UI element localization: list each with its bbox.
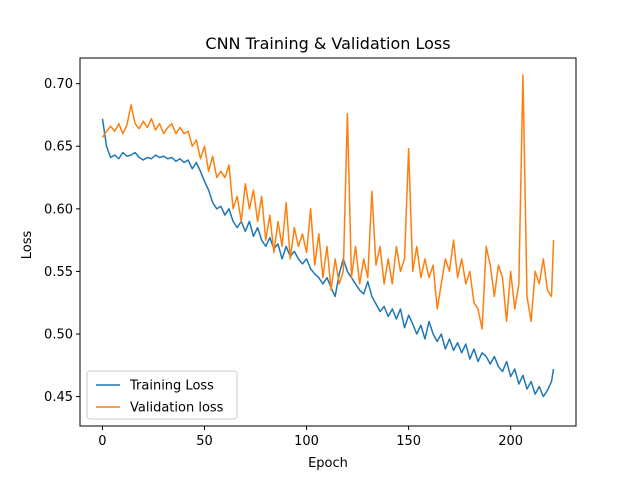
x-axis-ticks: 0 50 100 150 200: [98, 426, 523, 449]
y-tick-label: 0.55: [44, 265, 73, 280]
legend-box: [86, 370, 238, 420]
series-line-validation-loss: [101, 74, 555, 330]
y-tick-label: 0.50: [44, 328, 73, 343]
legend-label: Training Loss: [129, 379, 214, 394]
x-tick-label: 0: [98, 434, 106, 449]
chart-title: CNN Training & Validation Loss: [205, 34, 450, 53]
legend-label: Validation loss: [130, 401, 224, 416]
x-tick-label: 100: [294, 434, 319, 449]
y-tick-label: 0.45: [44, 390, 73, 405]
y-axis-label: Loss: [20, 231, 35, 260]
x-tick-label: 200: [498, 434, 523, 449]
y-tick-label: 0.70: [44, 77, 73, 92]
x-axis-label: Epoch: [308, 456, 348, 471]
plot-area: [101, 74, 555, 398]
axes-frame: [79, 57, 577, 427]
legend: Training Loss Validation loss: [86, 370, 238, 420]
x-tick-label: 50: [196, 434, 213, 449]
series-line-training-loss: [101, 118, 555, 398]
y-tick-label: 0.60: [44, 202, 73, 217]
y-axis-ticks: 0.45 0.50 0.55 0.60 0.65 0.70: [44, 77, 80, 405]
y-tick-label: 0.65: [44, 140, 73, 155]
x-tick-label: 150: [396, 434, 421, 449]
